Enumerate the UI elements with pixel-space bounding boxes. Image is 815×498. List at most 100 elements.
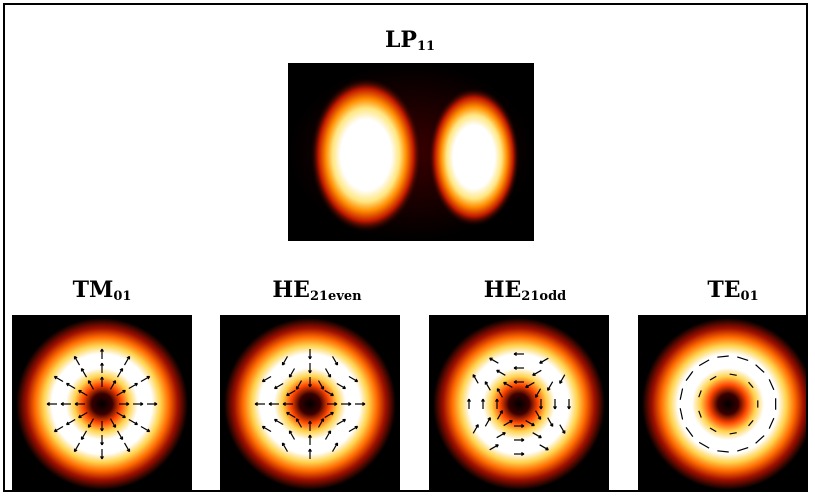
field-arrow (513, 352, 524, 356)
lp11-right-lobe (428, 87, 520, 227)
ring-intensity (224, 318, 396, 490)
field-arrow (100, 376, 104, 387)
field-arrow (268, 402, 279, 406)
field-arrow (539, 444, 549, 451)
field-dash (717, 450, 729, 453)
field-arrow (295, 418, 303, 428)
field-arrow (100, 348, 104, 359)
field-dash (768, 379, 775, 391)
field-dash (729, 373, 737, 376)
field-dash (679, 408, 684, 420)
field-arrow (100, 449, 104, 460)
field-arrow (273, 382, 284, 390)
field-arrow (73, 442, 81, 453)
field-arrow (341, 402, 352, 406)
field-arrow (496, 432, 506, 439)
field-arrow (123, 442, 131, 453)
figure-frame: LP11 TM01 HE21even HE21odd (3, 3, 808, 492)
field-arrow (496, 410, 504, 420)
field-arrow (481, 398, 485, 409)
tm01-intensity-panel (12, 315, 192, 490)
lp11-intensity-panel (288, 63, 534, 241)
field-arrow (534, 388, 542, 398)
field-arrow (559, 374, 566, 384)
field-arrow (78, 389, 88, 397)
ring-intensity (16, 318, 188, 490)
field-arrow (147, 402, 158, 406)
field-arrow (87, 380, 95, 390)
vector-field (46, 348, 158, 460)
field-arrow (100, 421, 104, 432)
vector-field (679, 355, 777, 453)
ring-intensity (642, 318, 806, 490)
field-dash (709, 427, 717, 433)
field-arrow (288, 430, 296, 440)
field-arrow (74, 402, 85, 406)
field-arrow (327, 402, 338, 406)
field-dash (768, 417, 775, 429)
he21even-title: HE21even (272, 277, 362, 304)
field-arrow (472, 424, 479, 434)
field-arrow (514, 452, 525, 456)
field-arrow (348, 425, 359, 433)
field-dash (698, 441, 710, 449)
field-arrow (496, 388, 503, 398)
field-dash (685, 427, 694, 438)
field-arrow (116, 411, 126, 419)
field-arrow (109, 380, 117, 390)
field-arrow (331, 356, 339, 366)
field-arrow (308, 363, 312, 374)
field-arrow (100, 435, 104, 446)
field-dash (755, 364, 765, 373)
field-dash (698, 359, 710, 367)
field-arrow (116, 367, 124, 378)
he21odd-intensity-panel (429, 315, 609, 490)
field-arrow (281, 356, 289, 366)
field-arrow (336, 418, 347, 426)
field-arrow (513, 380, 524, 384)
field-arrow (553, 399, 557, 410)
field-dash (755, 435, 765, 444)
field-arrow (336, 382, 347, 390)
field-dash (737, 356, 749, 362)
field-arrow (286, 411, 296, 419)
field-arrow (128, 418, 139, 426)
field-arrow (288, 368, 296, 378)
field-arrow (472, 374, 479, 384)
field-arrow (281, 442, 289, 452)
field-arrow (317, 418, 325, 428)
field-arrow (60, 402, 71, 406)
field-arrow (308, 448, 312, 459)
vector-field (467, 352, 571, 456)
field-arrow (123, 355, 131, 366)
field-arrow (503, 381, 513, 388)
field-arrow (128, 382, 139, 390)
field-arrow (308, 349, 312, 360)
field-arrow (317, 380, 325, 390)
field-arrow (324, 411, 334, 419)
field-arrow (140, 425, 151, 433)
field-arrow (525, 381, 535, 389)
field-arrow (324, 389, 334, 397)
field-arrow (539, 399, 543, 410)
field-arrow (119, 402, 130, 406)
field-arrow (116, 430, 124, 441)
field-arrow (78, 411, 88, 419)
field-dash (748, 381, 754, 388)
field-arrow (254, 402, 265, 406)
lp11-title: LP11 (384, 27, 436, 54)
field-dash (748, 420, 754, 427)
field-arrow (133, 402, 144, 406)
field-arrow (65, 382, 76, 390)
field-arrow (484, 381, 491, 391)
field-arrow (308, 377, 312, 388)
field-arrow (295, 380, 303, 390)
field-arrow (535, 410, 542, 420)
field-arrow (513, 366, 524, 370)
field-arrow (514, 438, 525, 442)
field-arrow (514, 424, 525, 428)
field-arrow (532, 369, 542, 376)
field-arrow (489, 357, 499, 364)
field-arrow (116, 389, 126, 397)
field-arrow (503, 419, 513, 427)
